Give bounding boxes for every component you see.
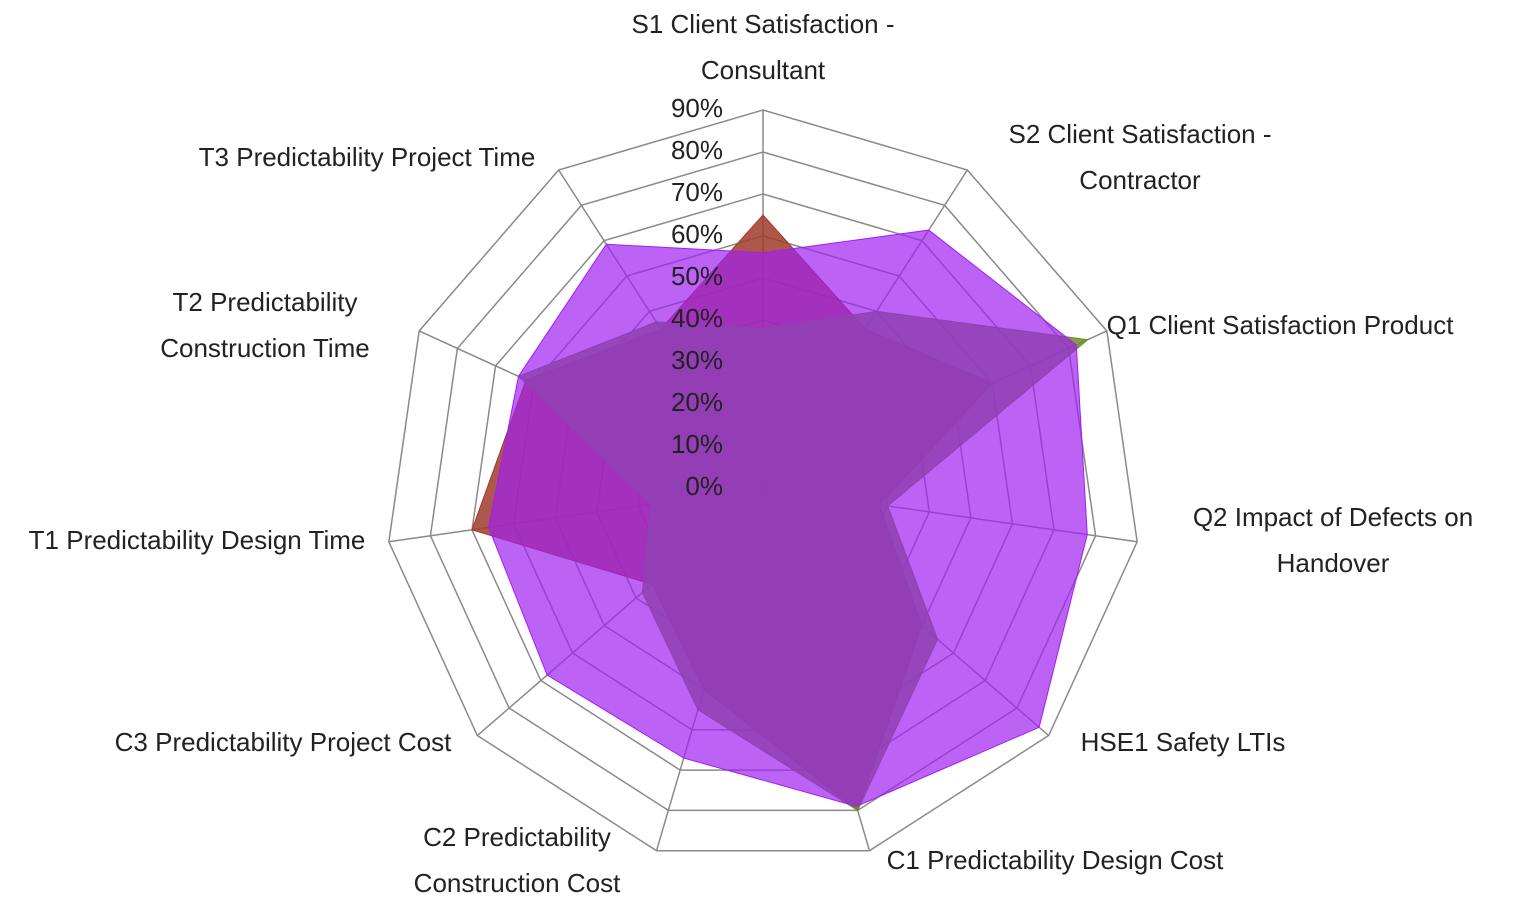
r-tick-label: 50% xyxy=(671,261,723,291)
series-area xyxy=(488,229,1088,807)
r-tick-label: 0% xyxy=(685,471,723,501)
axis-label: C1 Predictability Design Cost xyxy=(886,845,1224,875)
axis-label: Q1 Client Satisfaction Product xyxy=(1106,310,1454,340)
axis-label: S1 Client Satisfaction - Consultant xyxy=(631,9,895,85)
r-tick-label: 80% xyxy=(671,135,723,165)
r-tick-label: 20% xyxy=(671,387,723,417)
axis-label: C2 Predictability Construction Cost xyxy=(413,822,621,898)
axis-label: S2 Client Satisfaction - Contractor xyxy=(1008,119,1272,195)
axis-label: HSE1 Safety LTIs xyxy=(1080,727,1286,757)
axis-label: C3 Predictability Project Cost xyxy=(114,727,452,757)
axis-label: Q2 Impact of Defects on Handover xyxy=(1192,502,1474,578)
r-tick-label: 10% xyxy=(671,429,723,459)
axis-label: T3 Predictability Project Time xyxy=(198,142,536,172)
r-tick-label: 70% xyxy=(671,177,723,207)
r-tick-label: 40% xyxy=(671,303,723,333)
grid-ring xyxy=(388,109,1138,852)
r-tick-label: 90% xyxy=(671,93,723,123)
axis-label: T1 Predictability Design Time xyxy=(28,525,366,555)
axis-label: T2 Predictability Construction Time xyxy=(160,287,370,363)
r-tick-label: 60% xyxy=(671,219,723,249)
r-tick-label: 30% xyxy=(671,345,723,375)
